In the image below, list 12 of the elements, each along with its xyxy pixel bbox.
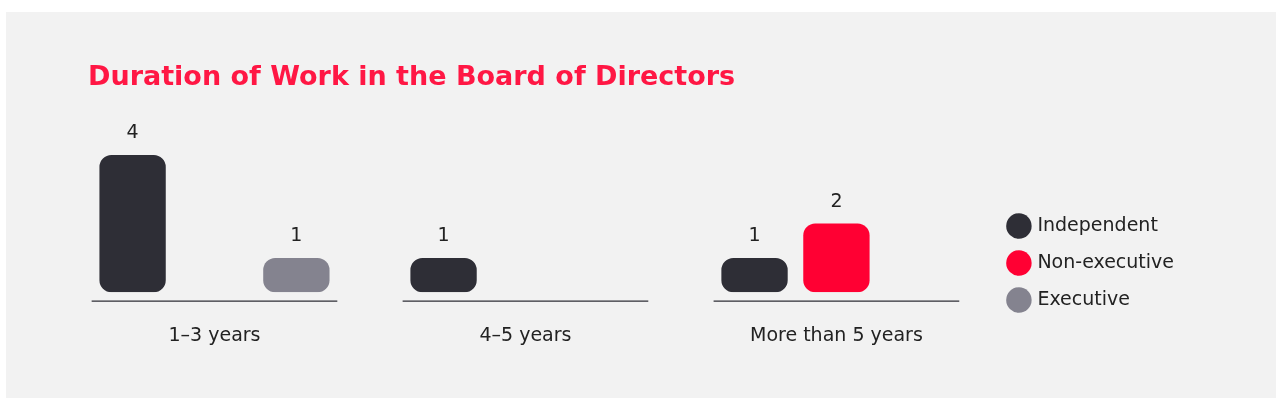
x-tick-label: 1–3 years xyxy=(168,322,261,345)
data-label: 4 xyxy=(126,120,139,143)
x-tick-label: 4–5 years xyxy=(479,322,572,345)
legend-label: Non-executive xyxy=(1037,249,1174,272)
legend-label: Executive xyxy=(1037,286,1130,309)
data-label: 2 xyxy=(830,189,843,212)
chart-title: Duration of Work in the Board of Directors xyxy=(88,60,736,91)
x-tick-label: More than 5 years xyxy=(750,322,923,345)
legend-label: Independent xyxy=(1037,212,1158,235)
data-label: 1 xyxy=(290,223,303,246)
data-label: 1 xyxy=(748,223,761,246)
data-label: 1 xyxy=(437,223,450,246)
